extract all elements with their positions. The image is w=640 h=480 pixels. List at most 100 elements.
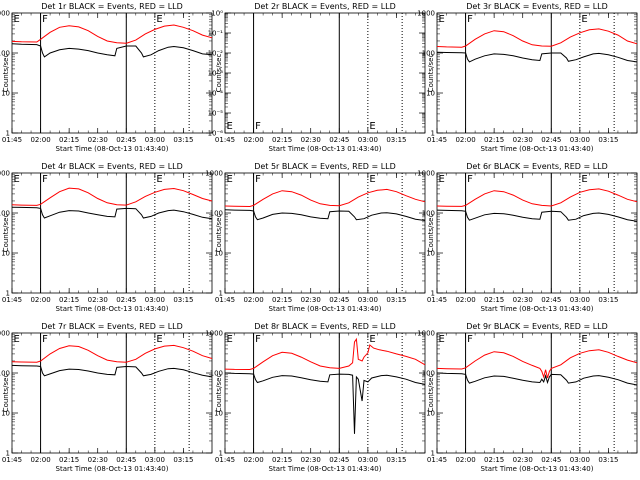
marker-label: E [14, 14, 20, 25]
x-tick-label: 02:00 [455, 296, 475, 304]
x-tick-label: 01:45 [427, 296, 447, 304]
marker-label: E [14, 334, 20, 345]
y-tick-label: 1 [6, 450, 10, 458]
x-tick-label: 02:45 [116, 456, 136, 464]
y-tick-label: 10 [1, 410, 10, 418]
x-axis-label: Start Time (08-Oct-13 01:43:40) [56, 465, 169, 473]
y-tick-label: 10 [426, 410, 435, 418]
panel-title: Det 8r BLACK = Events, RED = LLD [254, 322, 396, 331]
plot-frame [11, 332, 213, 454]
y-tick-label: 1 [431, 290, 435, 298]
plot-frame [224, 172, 426, 294]
x-tick-label: 02:00 [455, 136, 475, 144]
x-axis-label: Start Time (08-Oct-13 01:43:40) [481, 465, 594, 473]
y-tick-label: 10⁻⁶ [208, 130, 224, 138]
series-lld [436, 28, 638, 48]
x-tick-label: 03:00 [358, 296, 378, 304]
y-tick-label: 10⁻² [208, 50, 224, 58]
x-tick-label: 01:45 [427, 136, 447, 144]
x-axis-label: Start Time (08-Oct-13 01:43:40) [56, 305, 169, 313]
panel-title: Det 4r BLACK = Events, RED = LLD [41, 162, 183, 171]
y-tick-label: 100 [422, 370, 435, 378]
series-lld [224, 337, 426, 371]
x-tick-label: 03:15 [173, 456, 193, 464]
marker-label: E [156, 14, 162, 25]
panel-2: Det 2r BLACK = Events, RED = LLD Counts/s… [208, 2, 426, 153]
marker-label: F [467, 14, 473, 25]
x-tick-label: 03:00 [145, 456, 165, 464]
series-events [436, 372, 638, 386]
series-lld [436, 349, 638, 379]
x-tick-label: 01:45 [215, 296, 235, 304]
x-tick-label: 02:30 [301, 136, 321, 144]
panel-8: Det 8r BLACK = Events, RED = LLD Counts/s… [205, 322, 426, 473]
y-axis-label: Counts/sec [2, 374, 10, 413]
x-tick-label: 02:00 [455, 456, 475, 464]
plot-frame [11, 12, 213, 134]
y-tick-label: 100 [0, 370, 10, 378]
y-axis-label: Counts/sec [427, 374, 435, 413]
x-tick-label: 02:15 [272, 456, 292, 464]
x-tick-label: 02:15 [484, 296, 504, 304]
x-tick-label: 02:15 [484, 136, 504, 144]
series-events [11, 206, 213, 220]
series-events [224, 372, 426, 434]
y-tick-label: 1000 [417, 170, 435, 178]
panel-title: Det 5r BLACK = Events, RED = LLD [254, 162, 396, 171]
x-axis-label: Start Time (08-Oct-13 01:43:40) [269, 145, 382, 153]
marker-label: E [227, 121, 233, 132]
x-tick-label: 03:15 [386, 136, 406, 144]
series-lld [11, 24, 213, 44]
y-tick-label: 1000 [0, 10, 10, 18]
x-tick-label: 03:15 [598, 136, 618, 144]
x-tick-label: 02:45 [329, 456, 349, 464]
y-tick-label: 100 [422, 210, 435, 218]
series-lld [11, 187, 213, 206]
x-tick-label: 03:00 [358, 136, 378, 144]
x-tick-label: 03:15 [386, 456, 406, 464]
x-tick-label: 02:30 [88, 296, 108, 304]
series-events [11, 43, 213, 58]
x-tick-label: 02:00 [30, 296, 50, 304]
x-tick-label: 03:00 [145, 296, 165, 304]
x-tick-label: 03:15 [598, 456, 618, 464]
series-events [224, 209, 426, 221]
panel-title: Det 3r BLACK = Events, RED = LLD [466, 2, 608, 11]
marker-label: E [439, 334, 445, 345]
y-tick-label: 10 [214, 250, 223, 258]
marker-label: F [467, 334, 473, 345]
x-axis-label: Start Time (08-Oct-13 01:43:40) [269, 465, 382, 473]
x-tick-label: 01:45 [215, 456, 235, 464]
x-tick-label: 03:00 [570, 136, 590, 144]
x-tick-label: 02:45 [541, 296, 561, 304]
x-tick-label: 01:45 [427, 456, 447, 464]
x-tick-label: 02:15 [484, 456, 504, 464]
x-tick-label: 03:00 [358, 456, 378, 464]
panel-title: Det 6r BLACK = Events, RED = LLD [466, 162, 608, 171]
x-tick-label: 02:15 [272, 136, 292, 144]
x-tick-label: 02:30 [301, 296, 321, 304]
x-tick-label: 03:15 [598, 296, 618, 304]
y-tick-label: 10 [426, 250, 435, 258]
x-tick-label: 02:30 [301, 456, 321, 464]
x-tick-label: 03:00 [570, 456, 590, 464]
marker-label: E [581, 334, 587, 345]
marker-label: E [439, 14, 445, 25]
x-axis-label: Start Time (08-Oct-13 01:43:40) [481, 305, 594, 313]
series-lld [11, 344, 213, 363]
y-tick-label: 10 [426, 90, 435, 98]
y-tick-label: 1 [219, 450, 223, 458]
y-tick-label: 1 [431, 130, 435, 138]
marker-label: E [369, 334, 375, 345]
marker-label: E [369, 121, 375, 132]
series-lld [436, 188, 638, 207]
x-tick-label: 01:45 [2, 296, 22, 304]
series-events [436, 51, 638, 63]
x-tick-label: 03:15 [386, 296, 406, 304]
y-axis-label: Counts/sec [215, 214, 223, 253]
y-tick-label: 100 [210, 370, 223, 378]
y-tick-label: 1000 [0, 170, 10, 178]
marker-label: F [42, 334, 48, 345]
plot-frame [436, 172, 638, 294]
